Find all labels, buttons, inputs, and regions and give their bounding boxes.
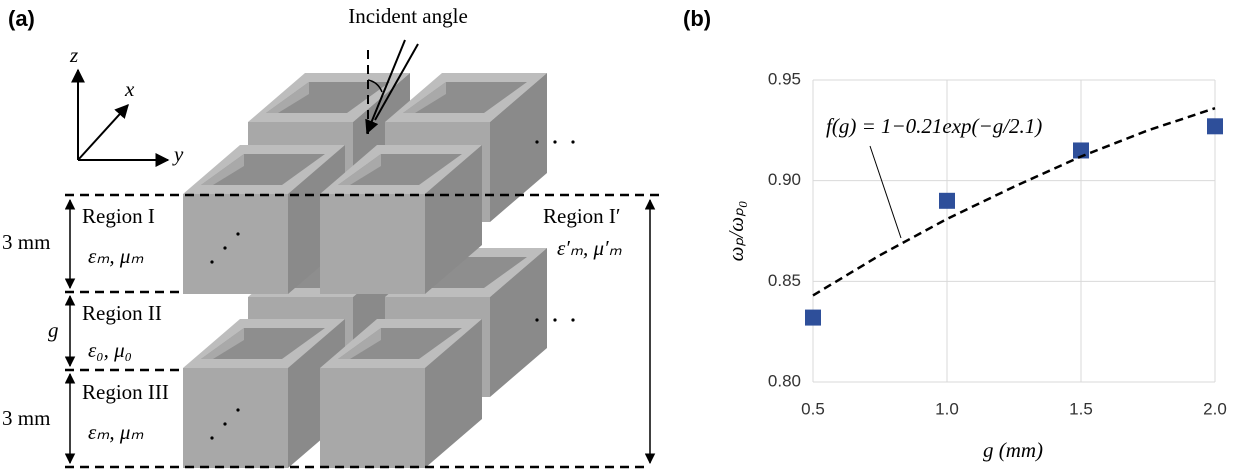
x-tick-label: 2.0 — [1203, 399, 1227, 418]
coordinate-axes — [78, 70, 168, 160]
region-label: Region II — [82, 301, 162, 325]
region-label: Region I′ — [543, 204, 621, 228]
panel-b: (b) g (mm) ωₚ/ωₚ₀ f(g) = 1−0.21exp(−g/2.… — [683, 6, 1227, 462]
x-tick-label: 0.5 — [801, 399, 825, 418]
region-params: εₘ, μₘ — [88, 420, 144, 444]
region-label: Region I — [82, 204, 155, 228]
thickness-label: 3 mm — [2, 406, 50, 430]
panel-label: (a) — [8, 6, 35, 31]
figure: (a) z x y Incident angle 3 mm g 3 mm Reg… — [0, 0, 1241, 472]
data-point — [805, 310, 821, 326]
region-params: ε₀, μ₀ — [88, 338, 132, 362]
axis-x: x — [124, 77, 135, 101]
region-params: ε′ₘ, μ′ₘ — [557, 236, 623, 260]
data-point — [939, 193, 955, 209]
incident-label: Incident angle — [348, 4, 468, 28]
axis-z: z — [69, 43, 78, 67]
annotation: f(g) = 1−0.21exp(−g/2.1) — [826, 114, 1042, 138]
y-axis-label: ωₚ/ωₚ₀ — [724, 201, 748, 262]
y-tick-label: 0.90 — [768, 170, 801, 189]
axis-y: y — [172, 142, 184, 166]
panel-label: (b) — [683, 6, 711, 31]
panel-a: (a) z x y Incident angle 3 mm g 3 mm Reg… — [2, 4, 660, 468]
x-axis-label: g (mm) — [983, 438, 1043, 462]
region-params: εₘ, μₘ — [88, 244, 144, 268]
region-label: Region III — [82, 380, 169, 404]
x-tick-label: 1.0 — [935, 399, 959, 418]
y-tick-label: 0.80 — [768, 371, 801, 390]
thickness-label: 3 mm — [2, 230, 50, 254]
x-tick-label: 1.5 — [1069, 399, 1093, 418]
annotation-leader — [870, 146, 901, 238]
gap-label: g — [48, 318, 59, 342]
y-tick-label: 0.95 — [768, 69, 801, 88]
y-tick-label: 0.85 — [768, 271, 801, 290]
data-point — [1207, 118, 1223, 134]
